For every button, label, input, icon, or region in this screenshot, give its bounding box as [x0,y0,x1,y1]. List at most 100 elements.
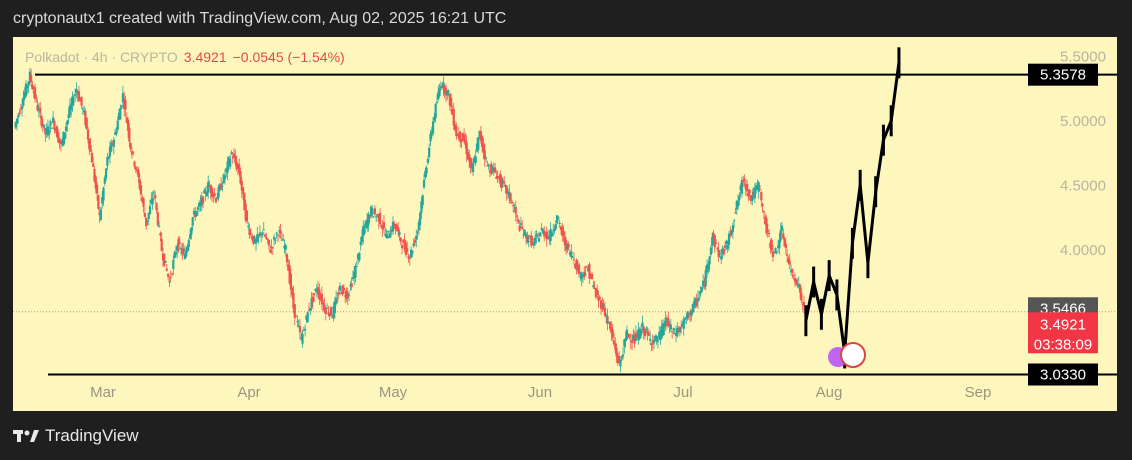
candle-body [581,274,585,276]
candle-body [212,195,215,197]
candle-body [68,105,72,115]
candle-body [545,231,548,240]
candle-body [116,120,119,130]
candle-body [738,195,741,201]
candle-body [618,355,621,363]
chart-area[interactable]: 5.5000 5.0000 4.5000 4.0000 Mar Apr May Jun Jul A… [13,37,1117,411]
candle-body [39,107,42,113]
candle-body [590,273,594,279]
candle-body [764,216,767,225]
candle-body [544,233,547,236]
candle-body [510,201,513,204]
candle-body [528,235,532,237]
candle-body [300,337,303,339]
candle-body [128,128,131,142]
candle-body [739,185,742,191]
candle-body [253,238,256,243]
candle-body [26,86,29,89]
candle-body [200,197,203,206]
candle-body [389,233,392,238]
candle-body [775,251,778,253]
candle-body [388,235,391,239]
candle-body [221,186,224,188]
candle-body [751,195,754,202]
candle-body [518,225,521,231]
candle-body [623,339,626,347]
candle-body [110,142,113,152]
candle-body [346,293,349,299]
candle-body [556,215,559,224]
candle-body [426,159,429,163]
candle-body [282,238,285,241]
candle-body [213,193,216,196]
candle-body [549,228,552,242]
candle-body [576,267,579,271]
candle-body [570,251,573,258]
candle-body [400,245,404,249]
candle-body [543,230,546,237]
candle-body [61,139,64,145]
candle-body [325,307,329,309]
candle-body [428,147,431,157]
candle-body [130,151,134,155]
candle-body [48,130,51,135]
candle-body [332,306,335,318]
candle-body [734,212,737,214]
candle-body [486,165,489,167]
candle-body [708,256,711,265]
candle-body [606,316,609,324]
candle-body [562,231,565,236]
candle-body [515,215,519,217]
candle-body [98,211,101,216]
candle-body [252,235,255,244]
candle-body [270,246,273,248]
candle-body [368,216,371,219]
candle-body [619,359,622,367]
candle-body [302,329,305,331]
us-flag-icon [840,342,866,368]
candle-body [747,193,750,197]
candle-body [522,234,525,236]
candle-body [782,233,785,239]
candle-body [102,187,105,201]
candle-body [271,247,274,249]
candle-body [44,128,47,135]
candle-body [132,151,135,153]
candle-body [52,117,55,123]
candle-body [642,326,645,334]
candle-body [430,131,433,136]
price-label-box [1028,312,1098,337]
candle-body [682,318,685,329]
candle-body [660,325,663,338]
candle-body [789,270,793,273]
candle-body [616,355,619,364]
candle-body [278,230,281,232]
candle-body [429,133,432,142]
candle-body [276,235,280,237]
candle-body [479,131,482,141]
candle-body [119,108,122,120]
price-chart[interactable]: 5.5000 5.0000 4.5000 4.0000 Mar Apr May Jun Jul A… [13,37,1117,411]
candle-body [190,227,193,235]
candle-body [323,304,326,312]
candle-body [592,285,595,288]
candle-body [465,142,468,155]
candle-body [680,327,683,329]
price-label-box [1028,63,1098,86]
candle-body [168,281,171,283]
candle-body [355,266,358,268]
candle-body [411,250,414,254]
candle-body [15,118,19,124]
candle-body [558,223,561,225]
candle-body [683,318,687,320]
candle-body [366,219,369,229]
candle-body [687,316,691,318]
candle-body [187,240,190,247]
candle-body [124,100,127,110]
candle-body [725,240,728,244]
candle-body [780,225,784,231]
candle-body [756,185,759,189]
candle-body [106,157,109,166]
candle-body [571,256,574,258]
candle-body [433,116,436,121]
